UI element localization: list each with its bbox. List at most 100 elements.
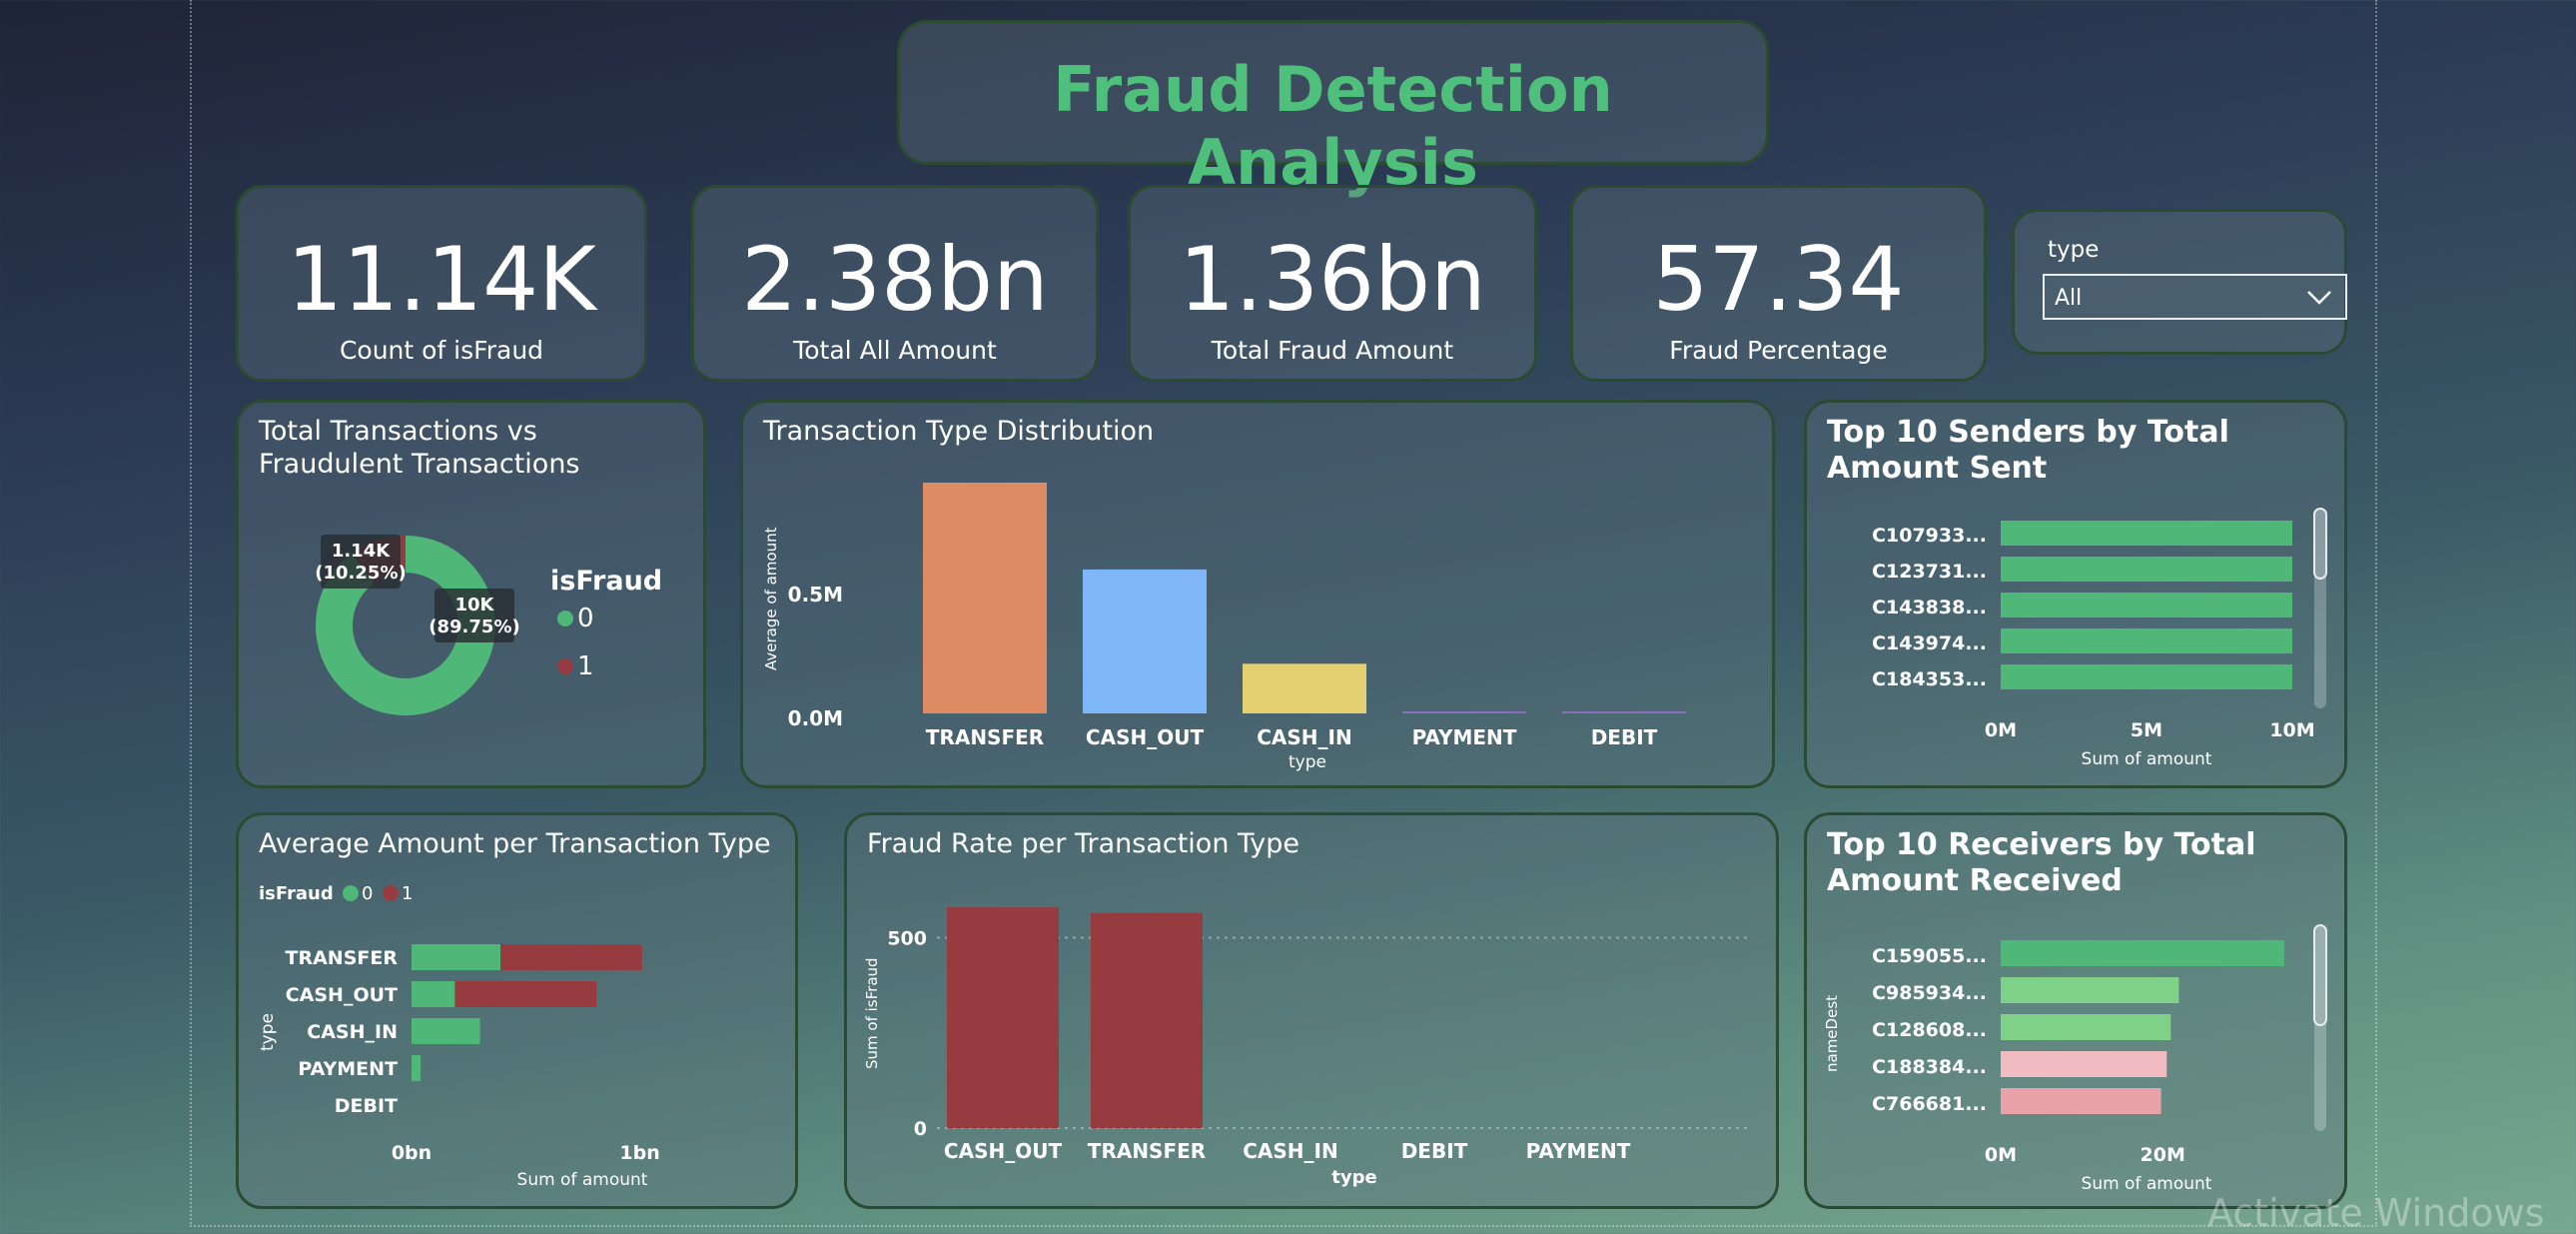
- x-axis-label: Sum of amount: [517, 1170, 648, 1190]
- y-tick-label: TRANSFER: [286, 947, 399, 969]
- x-tick-label: PAYMENT: [1526, 1139, 1631, 1163]
- kpi-value: 11.14K: [287, 228, 596, 331]
- y-tick-label: 0.5M: [788, 583, 843, 607]
- y-tick-label: C123731...: [1872, 561, 1987, 583]
- y-tick-label: C143838...: [1872, 597, 1987, 618]
- data-label-bg: [321, 535, 401, 589]
- x-tick-label: 0M: [1985, 719, 2017, 741]
- chart-title: Top 10 Senders by Total Amount Sent: [1827, 415, 2229, 486]
- fraud-rate-card: Fraud Rate per Transaction Type 0 500 CASH…: [844, 812, 1779, 1209]
- kpi-label: Total All Amount: [793, 336, 997, 365]
- scrollbar-thumb[interactable]: [2313, 924, 2327, 1026]
- kpi-card-count-isfraud[interactable]: 11.14K Count of isFraud: [236, 185, 647, 382]
- bar[interactable]: [2001, 977, 2179, 1003]
- bar[interactable]: [2001, 1088, 2161, 1114]
- x-axis-label: Sum of amount: [2082, 749, 2212, 769]
- x-tick-label: DEBIT: [1591, 725, 1658, 749]
- y-tick-label: C766681...: [1872, 1093, 1987, 1115]
- bar-segment-0[interactable]: [412, 944, 501, 970]
- bar[interactable]: [2001, 1051, 2167, 1077]
- x-tick-label: 1bn: [619, 1142, 659, 1164]
- x-axis-label: type: [1288, 752, 1326, 772]
- scrollbar-thumb[interactable]: [2313, 508, 2327, 580]
- top-receivers-chart: C159055... C985934... C128608... C188384...…: [1823, 924, 2327, 1194]
- y-tick-label: CASH_OUT: [286, 984, 398, 1006]
- type-distribution-chart: 0.0M 0.5M Average of amount TRANSFER CASH_OU…: [762, 483, 1686, 772]
- chart-title: Top 10 Receivers by Total Amount Receive…: [1827, 827, 2256, 898]
- bar-segment-0[interactable]: [412, 1055, 422, 1081]
- y-tick-label: C128608...: [1872, 1019, 1987, 1041]
- legend-label[interactable]: 0: [362, 883, 373, 904]
- kpi-value: 57.34: [1652, 228, 1905, 331]
- y-tick-label: PAYMENT: [298, 1058, 398, 1080]
- scrollbar-track[interactable]: [2314, 509, 2326, 708]
- legend-marker[interactable]: [557, 611, 573, 626]
- x-axis-label: Sum of amount: [2082, 1174, 2212, 1194]
- bar-segment-1[interactable]: [500, 944, 642, 970]
- bar[interactable]: [2001, 940, 2284, 966]
- x-tick-label: CASH_IN: [1243, 1139, 1337, 1163]
- y-tick-label: C985934...: [1872, 982, 1987, 1004]
- x-tick-label: TRANSFER: [1088, 1139, 1206, 1163]
- bar-cash_out[interactable]: [947, 907, 1059, 1128]
- avg-amount-chart: isFraud 0 1 TRANSFER CASH_OUT CASH_IN PAYMENT D…: [258, 883, 660, 1190]
- legend-title: isFraud: [259, 883, 334, 904]
- bar[interactable]: [2001, 628, 2292, 653]
- chevron-down-icon[interactable]: [2305, 282, 2333, 316]
- y-tick-label: 500: [887, 928, 927, 950]
- y-tick-label: C143974...: [1872, 632, 1987, 654]
- legend-marker[interactable]: [383, 885, 399, 901]
- bar[interactable]: [2001, 593, 2292, 617]
- y-tick-label: 0: [914, 1118, 927, 1140]
- data-label: (89.75%): [429, 617, 519, 637]
- legend-marker[interactable]: [557, 658, 573, 674]
- y-tick-label: C184353...: [1872, 668, 1987, 690]
- x-tick-label: CASH_OUT: [944, 1139, 1063, 1163]
- bar-cash_out[interactable]: [1083, 569, 1207, 713]
- kpi-value: 2.38bn: [741, 228, 1049, 331]
- bar[interactable]: [2001, 664, 2292, 689]
- bar-segment-0[interactable]: [412, 1018, 480, 1044]
- legend-title: isFraud: [550, 566, 662, 597]
- x-tick-label: 10M: [2269, 719, 2314, 741]
- kpi-label: Fraud Percentage: [1669, 336, 1888, 365]
- type-dropdown[interactable]: All: [2043, 274, 2347, 320]
- y-tick-label: CASH_IN: [307, 1021, 398, 1043]
- kpi-value: 1.36bn: [1179, 228, 1486, 331]
- bar[interactable]: [2001, 557, 2292, 582]
- x-tick-label: 20M: [2141, 1144, 2185, 1166]
- type-slicer: type All: [2012, 209, 2347, 355]
- bar-transfer[interactable]: [1091, 912, 1203, 1128]
- bar-segment-1[interactable]: [454, 981, 597, 1007]
- legend-label[interactable]: 0: [577, 604, 594, 633]
- report-canvas: [190, 0, 2377, 1227]
- y-tick-label: C188384...: [1872, 1056, 1987, 1078]
- bar-transfer[interactable]: [923, 483, 1047, 713]
- top-senders-card: Top 10 Senders by Total Amount Sent C107…: [1804, 400, 2347, 788]
- legend-label[interactable]: 1: [577, 651, 594, 681]
- scrollbar-track[interactable]: [2314, 925, 2326, 1131]
- y-axis-label: type: [258, 1013, 278, 1051]
- kpi-card-fraud-percentage[interactable]: 57.34 Fraud Percentage: [1570, 185, 1987, 382]
- bar-segment-0[interactable]: [412, 981, 455, 1007]
- x-tick-label: 0M: [1985, 1144, 2017, 1166]
- y-axis-label: nameDest: [1823, 995, 1841, 1072]
- bar-debit[interactable]: [1562, 711, 1686, 713]
- chart-title: Fraud Rate per Transaction Type: [867, 828, 1300, 859]
- chart-title: Total Transactions vs Fraudulent Transac…: [259, 416, 580, 480]
- legend-label[interactable]: 1: [402, 883, 413, 904]
- kpi-card-fraud-amount[interactable]: 1.36bn Total Fraud Amount: [1128, 185, 1537, 382]
- kpi-card-total-amount[interactable]: 2.38bn Total All Amount: [691, 185, 1099, 382]
- y-tick-label: C107933...: [1872, 525, 1987, 547]
- legend-marker[interactable]: [343, 885, 359, 901]
- bar-payment[interactable]: [1402, 711, 1526, 713]
- x-tick-label: TRANSFER: [926, 725, 1044, 749]
- activate-windows-watermark: Activate Windows: [2207, 1191, 2545, 1234]
- data-label: 1.14K: [332, 541, 391, 562]
- page-title: Fraud Detection Analysis: [1053, 53, 1613, 199]
- bar-cash_in[interactable]: [1243, 663, 1366, 713]
- bar[interactable]: [2001, 1014, 2171, 1040]
- chart-title: Transaction Type Distribution: [763, 416, 1155, 447]
- bar[interactable]: [2001, 521, 2292, 546]
- y-axis-label: Sum of isFraud: [863, 957, 881, 1069]
